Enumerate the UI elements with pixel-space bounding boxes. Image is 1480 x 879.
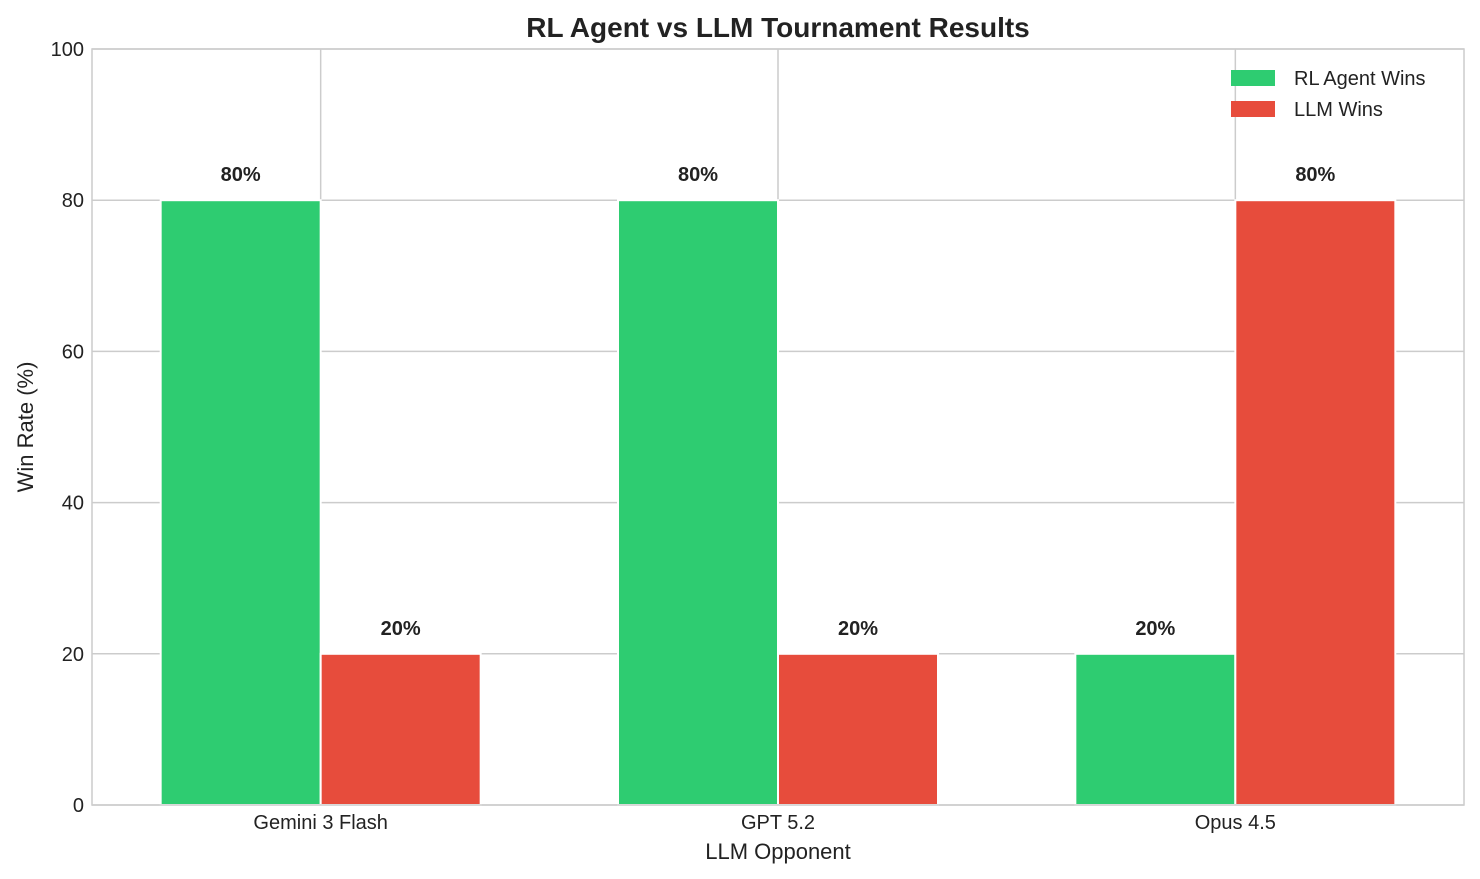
bar-value-label: 80% xyxy=(221,164,261,186)
x-tick-label: Opus 4.5 xyxy=(1195,812,1276,834)
y-tick-label: 0 xyxy=(73,795,84,817)
y-tick-label: 40 xyxy=(62,493,84,515)
legend-label: LLM Wins xyxy=(1294,99,1383,121)
data-labels: 80% 20% 80% 20% 20% 80% xyxy=(221,164,1336,640)
x-axis-label: LLM Opponent xyxy=(705,839,851,864)
bars-group xyxy=(159,199,1397,806)
legend-label: RL Agent Wins xyxy=(1294,68,1426,90)
y-tick-label: 60 xyxy=(62,341,84,363)
y-tick-label: 20 xyxy=(62,644,84,666)
bar-value-label: 20% xyxy=(838,618,878,640)
legend-swatch xyxy=(1231,101,1275,117)
bar-llm-2 xyxy=(1234,199,1397,806)
bar-rl-agent-0 xyxy=(159,199,322,806)
x-ticks: Gemini 3 Flash GPT 5.2 Opus 4.5 xyxy=(253,812,1276,834)
plot-frame xyxy=(91,48,1465,806)
y-ticks: 0 20 40 60 80 100 xyxy=(51,39,84,817)
legend-swatch xyxy=(1231,70,1275,86)
bar-value-label: 20% xyxy=(381,618,421,640)
bar-rl-agent-2 xyxy=(1074,652,1237,806)
y-tick-label: 100 xyxy=(51,39,84,61)
x-tick-label: Gemini 3 Flash xyxy=(253,812,388,834)
bar-rl-agent-1 xyxy=(617,199,779,806)
x-tick-label: GPT 5.2 xyxy=(741,812,815,834)
legend: RL Agent Wins LLM Wins xyxy=(1231,68,1426,121)
y-axis-label: Win Rate (%) xyxy=(13,362,38,493)
y-tick-label: 80 xyxy=(62,190,84,212)
bar-llm-1 xyxy=(777,652,939,806)
bar-value-label: 80% xyxy=(1295,164,1335,186)
chart-title: RL Agent vs LLM Tournament Results xyxy=(526,12,1030,43)
bar-llm-0 xyxy=(319,652,482,806)
bar-value-label: 20% xyxy=(1135,618,1175,640)
bar-value-label: 80% xyxy=(678,164,718,186)
